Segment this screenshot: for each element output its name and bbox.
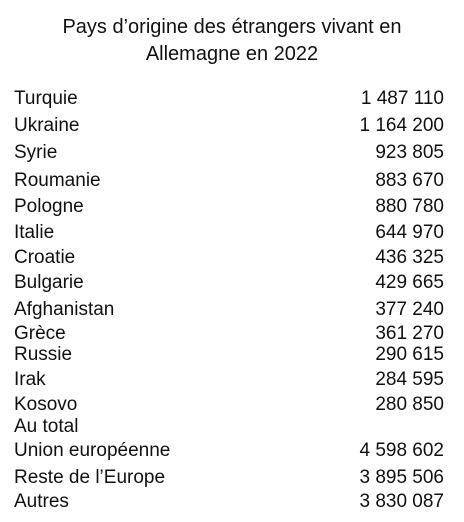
row-value: 429 665 xyxy=(375,272,444,293)
row-value: 1 164 200 xyxy=(359,115,444,136)
row-value: 290 615 xyxy=(375,344,444,365)
row-value: 280 850 xyxy=(375,394,444,415)
row-value: 377 240 xyxy=(375,299,444,320)
title-line: Pays d’origine des étrangers vivant en xyxy=(62,16,402,38)
row-value: 883 670 xyxy=(375,170,444,191)
row-label: Au total xyxy=(14,416,79,437)
row-value: 436 325 xyxy=(375,247,444,268)
row-label: Bulgarie xyxy=(14,272,84,293)
row-value: 4 598 602 xyxy=(359,440,444,461)
row-label: Russie xyxy=(14,344,73,365)
row-label: Turquie xyxy=(14,88,78,109)
row-value: 1 487 110 xyxy=(360,88,444,109)
row-value: 923 805 xyxy=(375,142,444,163)
row-value: 880 780 xyxy=(375,196,444,217)
row-label: Syrie xyxy=(14,142,58,163)
row-label: Reste de l’Europe xyxy=(14,467,166,488)
row-value: 284 595 xyxy=(375,369,444,390)
row-label: Grèce xyxy=(14,323,66,344)
row-label: Union européenne xyxy=(14,440,171,461)
row-value: 361 270 xyxy=(375,323,444,344)
row-label: Kosovo xyxy=(14,394,78,415)
row-value: 3 895 506 xyxy=(359,467,444,488)
row-label: Afghanistan xyxy=(14,299,115,320)
row-label: Irak xyxy=(14,369,46,390)
row-label: Italie xyxy=(14,222,55,243)
row-label: Ukraine xyxy=(14,115,80,136)
row-value: 644 970 xyxy=(375,222,444,243)
title-line: Allemagne en 2022 xyxy=(145,43,319,65)
row-label: Pologne xyxy=(14,196,84,217)
row-label: Roumanie xyxy=(14,170,101,191)
row-label: Autres xyxy=(14,491,69,512)
row-label: Croatie xyxy=(14,247,76,268)
row-value: 3 830 087 xyxy=(359,491,444,512)
